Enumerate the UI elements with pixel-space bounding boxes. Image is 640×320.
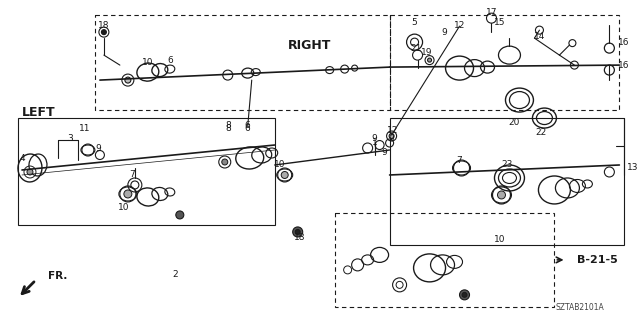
Text: 10: 10	[274, 161, 285, 170]
Text: 9: 9	[442, 28, 447, 36]
Text: 22: 22	[536, 128, 547, 137]
Circle shape	[460, 290, 470, 300]
Text: 14: 14	[534, 32, 545, 41]
Bar	[390, 15, 620, 110]
Text: 5: 5	[412, 18, 417, 27]
Circle shape	[497, 191, 506, 199]
Text: 9: 9	[372, 133, 378, 142]
Text: 3: 3	[67, 133, 73, 142]
Circle shape	[124, 190, 132, 198]
Text: 8: 8	[225, 124, 230, 132]
Text: 16: 16	[618, 38, 629, 47]
Circle shape	[295, 229, 300, 235]
Text: 11: 11	[79, 124, 91, 132]
Text: 21: 21	[410, 44, 421, 52]
Bar	[335, 213, 554, 307]
Text: 18: 18	[294, 233, 305, 243]
Text: 17: 17	[486, 8, 497, 17]
Circle shape	[389, 133, 394, 139]
Circle shape	[281, 172, 288, 179]
Text: 8: 8	[225, 121, 230, 130]
Circle shape	[101, 30, 106, 35]
Text: 23: 23	[502, 161, 513, 170]
Text: 10: 10	[493, 236, 505, 244]
Text: 9: 9	[388, 133, 394, 142]
Text: 15: 15	[493, 18, 505, 27]
Circle shape	[27, 169, 33, 175]
Text: 9: 9	[381, 148, 387, 156]
Circle shape	[292, 227, 303, 237]
Bar	[95, 15, 390, 110]
Text: 16: 16	[618, 60, 629, 69]
Text: 10: 10	[118, 204, 130, 212]
Text: RIGHT: RIGHT	[288, 39, 332, 52]
Text: 6: 6	[245, 121, 251, 130]
Circle shape	[462, 292, 467, 297]
Text: 6: 6	[245, 124, 251, 132]
Text: 7: 7	[457, 156, 463, 164]
Text: 13: 13	[627, 164, 639, 172]
Text: 19: 19	[421, 48, 432, 57]
Text: 20: 20	[509, 117, 520, 126]
Text: B-21-5: B-21-5	[577, 255, 618, 265]
Text: FR.: FR.	[48, 271, 67, 281]
Text: LEFT: LEFT	[22, 106, 56, 118]
Text: 1: 1	[372, 138, 378, 147]
Text: 2: 2	[172, 270, 178, 279]
Text: 6: 6	[167, 56, 173, 65]
Text: 4: 4	[19, 154, 25, 163]
Circle shape	[222, 159, 228, 165]
Bar	[18, 118, 275, 225]
Bar	[390, 118, 625, 245]
Text: 9: 9	[95, 143, 100, 153]
Text: 12: 12	[454, 20, 465, 30]
Text: 12: 12	[387, 125, 398, 134]
Circle shape	[428, 58, 431, 62]
Text: 18: 18	[98, 20, 109, 30]
Circle shape	[176, 211, 184, 219]
Text: SZTAB2101A: SZTAB2101A	[555, 303, 604, 312]
Circle shape	[125, 77, 131, 83]
Text: 7: 7	[129, 171, 135, 180]
Text: 10: 10	[142, 58, 154, 67]
